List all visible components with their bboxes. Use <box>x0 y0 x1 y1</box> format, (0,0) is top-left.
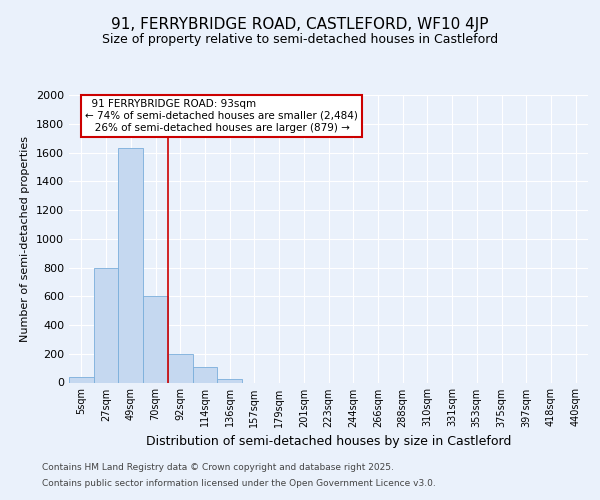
Text: 91, FERRYBRIDGE ROAD, CASTLEFORD, WF10 4JP: 91, FERRYBRIDGE ROAD, CASTLEFORD, WF10 4… <box>111 18 489 32</box>
Text: Contains public sector information licensed under the Open Government Licence v3: Contains public sector information licen… <box>42 478 436 488</box>
Bar <box>94 268 118 382</box>
Bar <box>69 377 94 382</box>
Bar <box>143 296 168 382</box>
Y-axis label: Number of semi-detached properties: Number of semi-detached properties <box>20 136 31 342</box>
Bar <box>193 366 217 382</box>
Text: Contains HM Land Registry data © Crown copyright and database right 2025.: Contains HM Land Registry data © Crown c… <box>42 464 394 472</box>
Bar <box>217 379 242 382</box>
X-axis label: Distribution of semi-detached houses by size in Castleford: Distribution of semi-detached houses by … <box>146 435 511 448</box>
Text: Size of property relative to semi-detached houses in Castleford: Size of property relative to semi-detach… <box>102 32 498 46</box>
Text: 91 FERRYBRIDGE ROAD: 93sqm
← 74% of semi-detached houses are smaller (2,484)
   : 91 FERRYBRIDGE ROAD: 93sqm ← 74% of semi… <box>85 100 358 132</box>
Bar <box>168 354 193 382</box>
Bar <box>118 148 143 382</box>
